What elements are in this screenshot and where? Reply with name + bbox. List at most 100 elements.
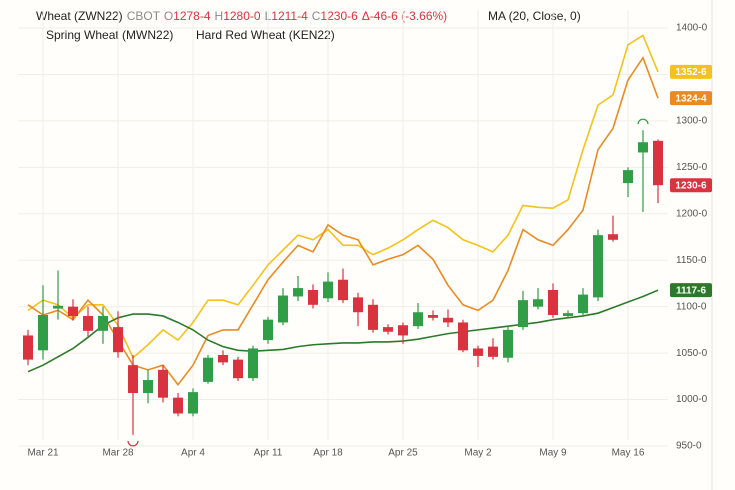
candle: [23, 329, 33, 366]
candle: [113, 311, 123, 358]
candle: [623, 167, 633, 198]
candle: [158, 365, 168, 403]
line-series: [27, 289, 659, 373]
candle: [563, 310, 573, 318]
candle-body: [563, 313, 573, 316]
candle: [518, 290, 528, 330]
last-value-tag: [670, 64, 712, 79]
candle-body: [398, 325, 408, 336]
x-tick-label: Apr 11: [254, 448, 283, 459]
ohlc-value: 1230-6: [320, 9, 358, 23]
ohlc-value: 1211-4: [271, 9, 308, 23]
candle-body: [623, 170, 633, 184]
legend-indicator: MA (20, Close, 0): [488, 9, 581, 23]
candle: [83, 306, 93, 337]
ohlc-value: 1278-4: [173, 9, 211, 23]
x-tick-label: Apr 4: [181, 448, 205, 459]
candle-body: [428, 315, 438, 318]
candle-body: [143, 380, 153, 394]
y-tick-label: 1050-0: [676, 348, 708, 359]
low-marker: [127, 440, 139, 447]
last-value-tag: [670, 178, 712, 193]
y-tick-label: 1150-0: [676, 255, 707, 266]
exchange: CBOT: [127, 9, 161, 23]
candle-body: [548, 289, 558, 316]
last-value-label: 1117-6: [676, 285, 706, 296]
candle-body: [593, 235, 603, 298]
y-tick-label: 1250-0: [676, 162, 708, 173]
candle-body: [83, 315, 93, 331]
header: Wheat (ZWN22)CBOTO1278-4H1280-0L1211-4C1…: [36, 9, 581, 42]
x-tick-label: May 2: [464, 448, 492, 459]
candle-body: [443, 317, 453, 323]
candle-body: [323, 281, 333, 299]
ohlc-value: 1280-0: [223, 9, 261, 23]
candle-body: [473, 348, 483, 356]
candle: [383, 324, 393, 335]
candle-body: [653, 140, 663, 186]
candle: [173, 393, 183, 417]
candle: [323, 272, 333, 303]
candle-body: [23, 335, 33, 360]
y-tick-label: 1000-0: [676, 394, 708, 405]
ohlc-key: C: [312, 9, 321, 23]
candle-body: [203, 357, 213, 382]
candle-body: [353, 297, 363, 313]
candle-body: [38, 315, 48, 351]
candle-body: [233, 359, 243, 379]
candle-body: [158, 369, 168, 398]
candle-body: [488, 346, 498, 357]
high-marker: [637, 118, 649, 125]
x-tick-label: Mar 28: [102, 448, 134, 459]
candle: [263, 316, 273, 344]
candle: [638, 130, 648, 212]
last-value-label: 1324-4: [675, 93, 707, 104]
candle-body: [293, 288, 303, 297]
candle: [38, 285, 48, 360]
candle: [53, 270, 63, 320]
candle: [248, 345, 258, 381]
x-tick-label: Apr 18: [313, 448, 343, 459]
candle-body: [383, 327, 393, 332]
candle-body: [98, 315, 108, 331]
x-tick-label: May 9: [539, 448, 567, 459]
candle-body: [368, 304, 378, 330]
candle: [533, 288, 543, 310]
candle: [368, 299, 378, 333]
ohlc-key: O: [164, 9, 173, 23]
candle-body: [533, 299, 543, 307]
last-value-label: 1352-6: [675, 67, 707, 78]
candle: [233, 356, 243, 381]
candle: [578, 288, 588, 316]
candle: [413, 302, 423, 329]
ohlc-key: H: [215, 9, 224, 23]
candle: [68, 299, 78, 321]
candle: [428, 310, 438, 321]
y-tick-label: 950-0: [676, 441, 702, 452]
x-tick-label: Apr 25: [388, 448, 418, 459]
candle: [98, 306, 108, 344]
candle-body: [278, 295, 288, 323]
candle: [488, 338, 498, 360]
candle: [398, 322, 408, 344]
legend-entry: Hard Red Wheat (KEN22): [196, 28, 335, 42]
candle-body: [518, 300, 528, 328]
candle: [458, 319, 468, 353]
candle-body: [503, 329, 513, 358]
candle-body: [308, 289, 318, 305]
candle: [473, 345, 483, 368]
candle: [128, 354, 138, 435]
symbol: Wheat (ZWN22): [36, 9, 123, 23]
y-tick-label: 1300-0: [676, 116, 708, 127]
candle: [203, 354, 213, 384]
last-value-label: 1230-6: [675, 180, 707, 191]
candle-body: [338, 279, 348, 301]
candle-body: [458, 322, 468, 351]
x-tick-label: May 16: [612, 448, 645, 459]
candle: [353, 292, 363, 327]
candle-body: [638, 142, 648, 153]
candle-body: [113, 327, 123, 353]
candle-body: [68, 306, 78, 316]
